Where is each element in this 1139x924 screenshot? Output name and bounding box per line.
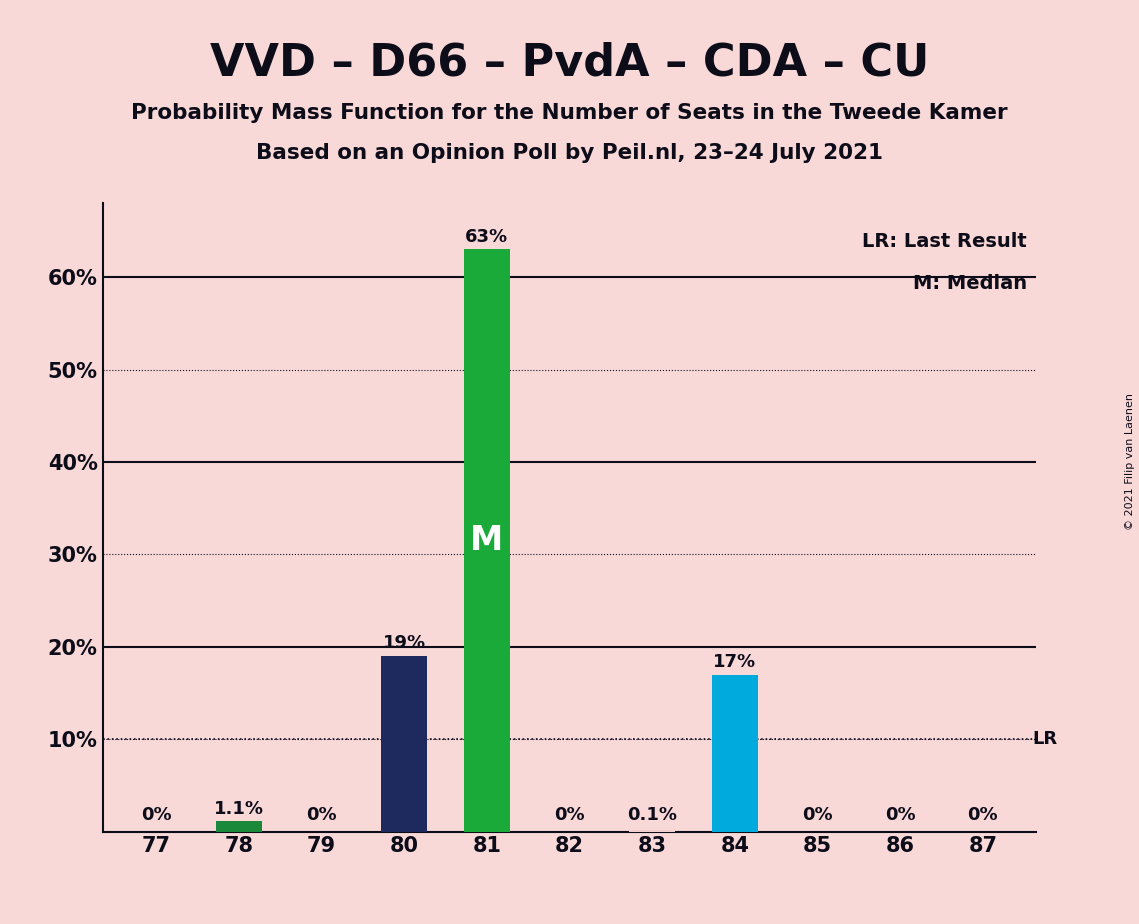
Text: LR: LR [1032, 730, 1057, 748]
Text: M: M [470, 524, 503, 557]
Text: 0%: 0% [306, 807, 337, 824]
Text: 63%: 63% [466, 228, 508, 246]
Text: 0%: 0% [141, 807, 172, 824]
Text: 0%: 0% [555, 807, 584, 824]
Text: © 2021 Filip van Laenen: © 2021 Filip van Laenen [1125, 394, 1134, 530]
Text: 0%: 0% [885, 807, 916, 824]
Text: 0%: 0% [967, 807, 998, 824]
Text: M: Median: M: Median [913, 274, 1027, 293]
Bar [216, 821, 262, 832]
Text: 0%: 0% [802, 807, 833, 824]
Bar [630, 831, 675, 832]
Text: 1.1%: 1.1% [214, 800, 264, 818]
Bar [712, 675, 757, 832]
Text: 19%: 19% [383, 635, 426, 652]
Text: Based on an Opinion Poll by Peil.nl, 23–24 July 2021: Based on an Opinion Poll by Peil.nl, 23–… [256, 143, 883, 164]
Text: 17%: 17% [713, 653, 756, 671]
Text: VVD – D66 – PvdA – CDA – CU: VVD – D66 – PvdA – CDA – CU [210, 42, 929, 85]
Text: LR: Last Result: LR: Last Result [862, 232, 1027, 250]
Bar [382, 656, 427, 832]
Text: Probability Mass Function for the Number of Seats in the Tweede Kamer: Probability Mass Function for the Number… [131, 103, 1008, 124]
Text: 0.1%: 0.1% [628, 807, 678, 824]
Bar [464, 249, 509, 832]
